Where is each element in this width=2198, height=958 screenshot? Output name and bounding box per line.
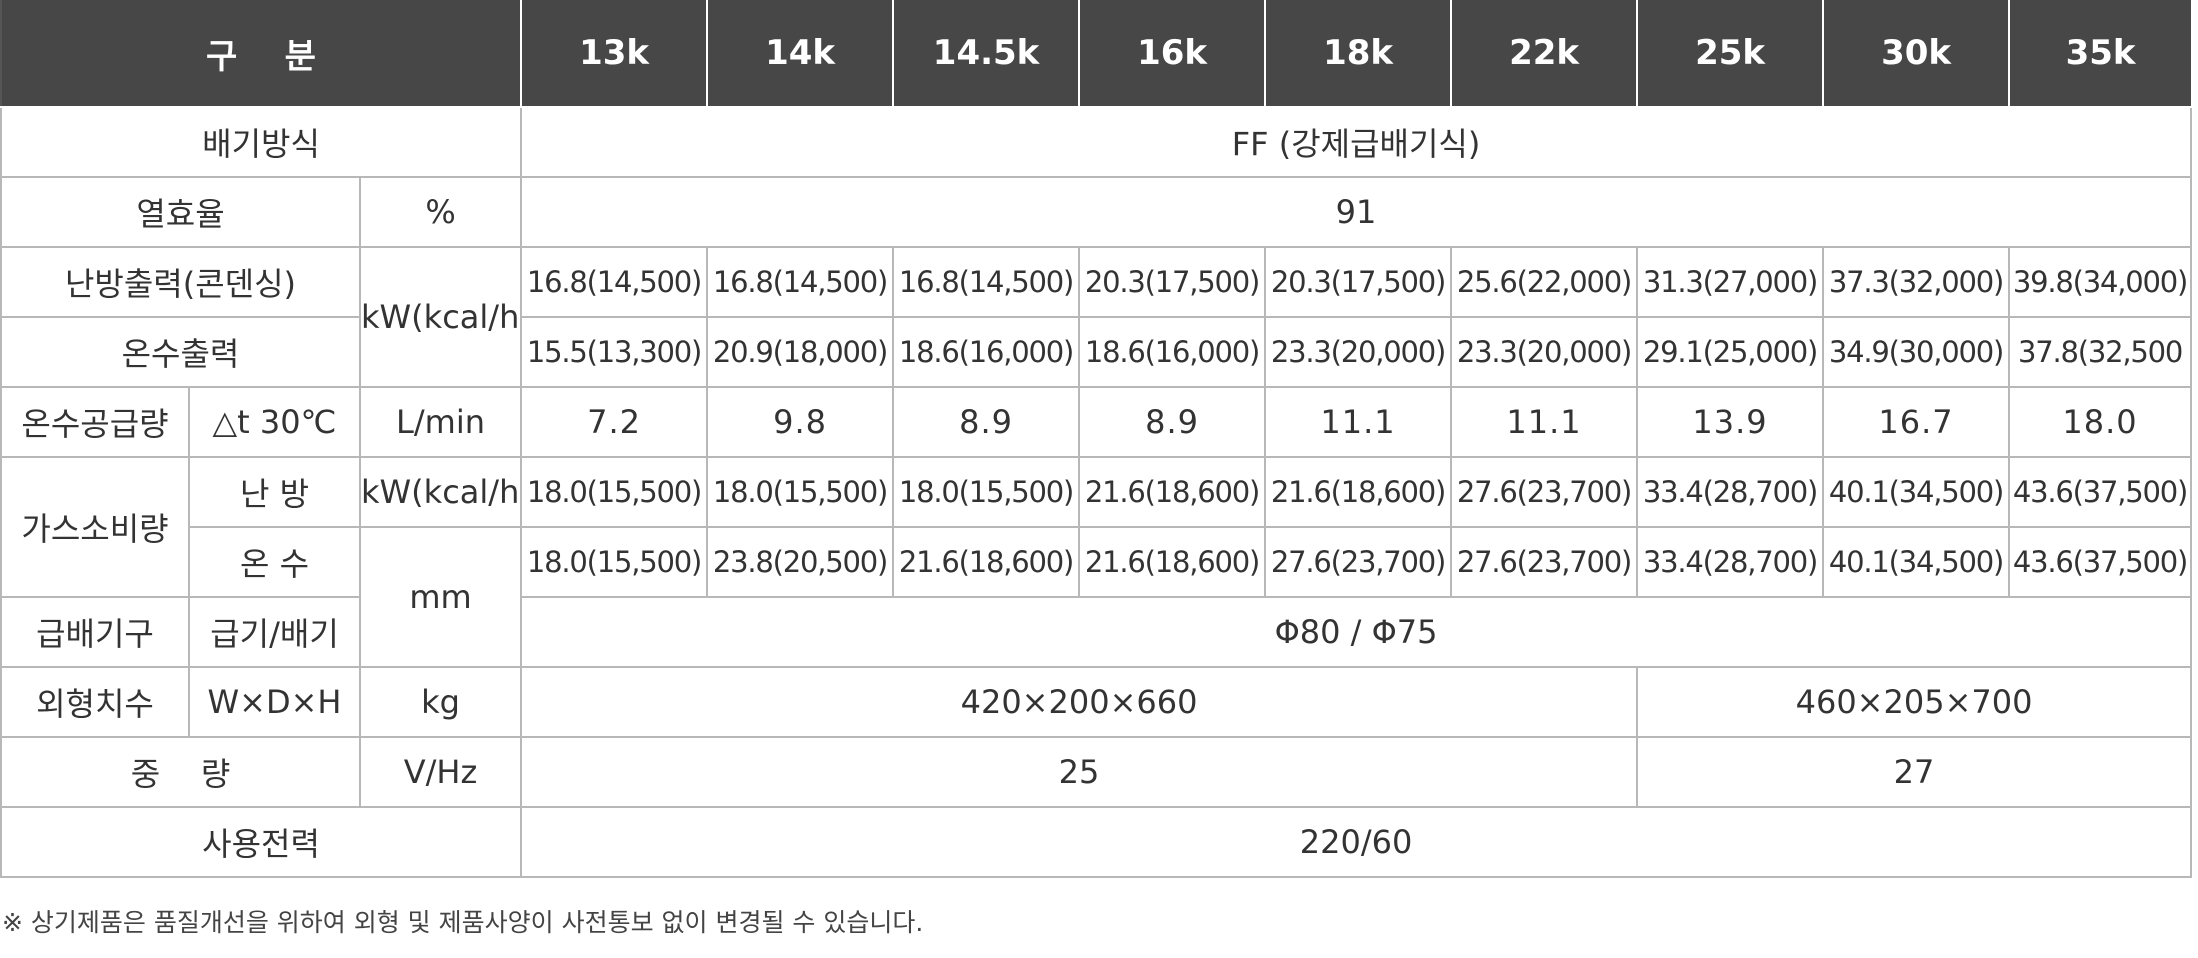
row-value: 91 (520, 176, 2193, 248)
cell-value: 23.3(20,000) (1264, 316, 1453, 388)
row-label: 사용전력 (0, 806, 523, 878)
spec-table: 구 분 13k 14k 14.5k 16k 18k 22k 25k 30k 35… (0, 0, 2193, 878)
cell-value: 18.6(16,000) (892, 316, 1081, 388)
cell-value: 8.9 (892, 386, 1081, 458)
row-power: 사용전력 220/60 (0, 806, 2193, 878)
row-gas-hot-water: 온 수 mm 18.0(15,500) 23.8(20,500) 21.6(18… (1, 526, 2193, 668)
cell-value: 16.8(14,500) (892, 246, 1081, 318)
cell-value: 20.9(18,000) (706, 316, 895, 388)
row-dimensions: 외형치수 W×D×H kg 420×200×660 460×205×700 (0, 666, 2193, 738)
cell-value: 40.1(34,500) (1822, 456, 2011, 528)
header-model: 14k (706, 0, 895, 108)
cell-value: 18.0(15,500) (892, 456, 1081, 528)
footnote: ※ 상기제품은 품질개선을 위하여 외형 및 제품사양이 사전통보 없이 변경될… (2, 908, 924, 937)
cell-value: 18.0(15,500) (706, 456, 895, 528)
row-weight: 중 량 V/Hz 25 27 (0, 736, 2193, 808)
cell-value: 9.8 (706, 386, 895, 458)
row-gas-heating: 가스소비량 난 방 kW(kcal/h) 18.0(15,500) 18.0(1… (0, 456, 2193, 598)
row-label: 배기방식 (0, 106, 523, 178)
row-label: 온수출력 (0, 316, 361, 388)
cell-value: 37.3(32,000) (1822, 246, 2011, 318)
cell-value: 11.1 (1450, 386, 1639, 458)
row-sublabel: 난 방 (188, 456, 361, 528)
row-sublabel: 온 수 (188, 526, 361, 598)
row-heating-output: 난방출력(콘덴싱) kW(kcal/h) 16.8(14,500) 16.8(1… (0, 246, 2193, 388)
row-value: FF (강제급배기식) (520, 106, 2193, 178)
row-value: 27 (1636, 736, 2193, 808)
cell-value: 23.3(20,000) (1450, 316, 1639, 388)
cell-value: 16.7 (1822, 386, 2011, 458)
cell-value: 37.8(32,500 (2008, 316, 2193, 388)
cell-value: 34.9(30,000) (1822, 316, 2011, 388)
row-label: 온수공급량 (0, 386, 190, 458)
row-value: 420×200×660 (520, 666, 1639, 738)
cell-value: 33.4(28,700) (1636, 526, 1825, 598)
row-efficiency: 열효율 % 91 (0, 176, 2193, 248)
header-model: 30k (1822, 0, 2011, 108)
header-model: 16k (1078, 0, 1267, 108)
row-label: 중 량 (0, 736, 361, 808)
row-sublabel: △t 30℃ (188, 386, 361, 458)
row-sublabel: 급기/배기 (188, 596, 361, 668)
header-model: 35k (2008, 0, 2192, 108)
row-value: Φ80 / Φ75 (520, 596, 2193, 668)
row-value: 220/60 (520, 806, 2193, 878)
cell-value: 18.0(15,500) (520, 526, 709, 598)
cell-value: 11.1 (1264, 386, 1453, 458)
cell-value: 27.6(23,700) (1450, 456, 1639, 528)
header-row: 구 분 13k 14k 14.5k 16k 18k 22k 25k 30k 35… (1, 0, 2192, 108)
cell-value: 16.8(14,500) (706, 246, 895, 318)
row-label: 외형치수 (0, 666, 190, 738)
cell-value: 21.6(18,600) (1078, 456, 1267, 528)
cell-value: 21.6(18,600) (1264, 456, 1453, 528)
row-flue: 급배기구 급기/배기 Φ80 / Φ75 (0, 596, 2193, 668)
cell-value: 27.6(23,700) (1450, 526, 1639, 598)
row-label: 난방출력(콘덴싱) (0, 246, 361, 318)
row-sublabel: W×D×H (188, 666, 361, 738)
header-category: 구 분 (1, 0, 523, 108)
header-model: 13k (520, 0, 709, 108)
row-unit: % (358, 176, 523, 248)
row-unit: kg (358, 666, 523, 738)
row-unit: V/Hz (358, 736, 523, 808)
cell-value: 18.0(15,500) (520, 456, 709, 528)
cell-value: 25.6(22,000) (1450, 246, 1639, 318)
row-value: 460×205×700 (1636, 666, 2193, 738)
cell-value: 7.2 (520, 386, 709, 458)
cell-value: 29.1(25,000) (1636, 316, 1825, 388)
cell-value: 13.9 (1636, 386, 1825, 458)
cell-value: 33.4(28,700) (1636, 456, 1825, 528)
cell-value: 16.8(14,500) (520, 246, 709, 318)
row-label: 가스소비량 (0, 456, 190, 598)
row-unit: L/min (358, 386, 523, 458)
cell-value: 8.9 (1078, 386, 1267, 458)
row-value: 25 (520, 736, 1639, 808)
header-model: 18k (1264, 0, 1453, 108)
cell-value: 21.6(18,600) (892, 526, 1081, 598)
cell-value: 21.6(18,600) (1078, 526, 1267, 598)
cell-value: 15.5(13,300) (520, 316, 709, 388)
header-model: 14.5k (892, 0, 1081, 108)
cell-value: 23.8(20,500) (706, 526, 895, 598)
cell-value: 27.6(23,700) (1264, 526, 1453, 598)
row-hot-water-output: 온수출력 15.5(13,300) 20.9(18,000) 18.6(16,0… (0, 316, 2193, 388)
row-label: 열효율 (0, 176, 361, 248)
header-model: 22k (1450, 0, 1639, 108)
cell-value: 18.6(16,000) (1078, 316, 1267, 388)
cell-value: 43.6(37,500) (2008, 456, 2193, 528)
cell-value: 18.0 (2008, 386, 2193, 458)
cell-value: 20.3(17,500) (1264, 246, 1453, 318)
row-unit: kW(kcal/h) (358, 246, 523, 388)
row-label: 급배기구 (0, 596, 190, 668)
row-hot-water-supply: 온수공급량 △t 30℃ L/min 7.2 9.8 8.9 8.9 11.1 … (0, 386, 2193, 458)
row-unit: mm (358, 526, 523, 668)
cell-value: 31.3(27,000) (1636, 246, 1825, 318)
cell-value: 40.1(34,500) (1822, 526, 2011, 598)
row-unit: kW(kcal/h) (358, 456, 523, 528)
header-model: 25k (1636, 0, 1825, 108)
cell-value: 43.6(37,500) (2008, 526, 2193, 598)
cell-value: 39.8(34,000) (2008, 246, 2193, 318)
row-exhaust: 배기방식 FF (강제급배기식) (0, 106, 2193, 178)
cell-value: 20.3(17,500) (1078, 246, 1267, 318)
